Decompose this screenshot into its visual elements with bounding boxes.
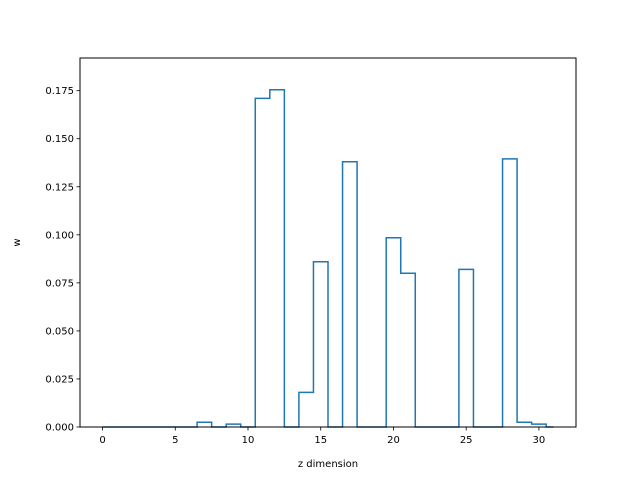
y-tick-label: 0.150 xyxy=(45,134,74,145)
y-tick-label: 0.125 xyxy=(45,182,74,193)
plot-frame xyxy=(79,57,577,428)
x-tick-label: 0 xyxy=(99,435,105,446)
x-tick-label: 30 xyxy=(533,435,546,446)
y-tick-label: 0.175 xyxy=(45,86,74,97)
y-tick-label: 0.100 xyxy=(45,230,74,241)
y-tick-label: 0.000 xyxy=(45,423,74,434)
y-tick-label: 0.025 xyxy=(45,374,74,385)
x-tick-label: 10 xyxy=(242,435,255,446)
x-tick-label: 20 xyxy=(387,435,400,446)
x-tick-label: 25 xyxy=(460,435,473,446)
x-tick-label: 5 xyxy=(172,435,178,446)
y-tick-label: 0.050 xyxy=(45,326,74,337)
y-axis-label: w xyxy=(12,238,23,246)
y-tick-label: 0.075 xyxy=(45,278,74,289)
x-tick-label: 15 xyxy=(314,435,327,446)
x-axis-label: z dimension xyxy=(298,459,358,470)
